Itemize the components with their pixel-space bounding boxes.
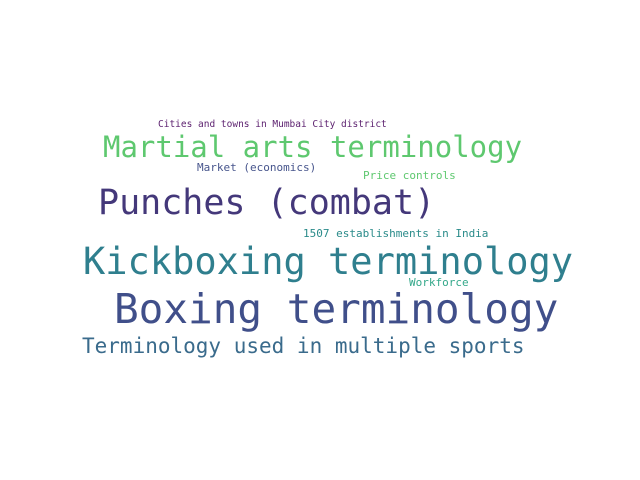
word-kickboxing-terminology: Kickboxing terminology [83, 240, 574, 283]
word-punches-combat: Punches (combat) [98, 183, 436, 223]
word-martial-arts-terminology: Martial arts terminology [103, 130, 523, 164]
word-cities-mumbai: Cities and towns in Mumbai City district [158, 119, 387, 130]
word-market-economics: Market (economics) [197, 161, 317, 174]
word-price-controls: Price controls [363, 169, 456, 182]
word-1507-establishments: 1507 establishments in India [303, 227, 489, 240]
word-workforce: Workforce [409, 276, 469, 289]
word-terminology-multiple-sports: Terminology used in multiple sports [82, 334, 525, 358]
word-boxing-terminology: Boxing terminology [114, 285, 559, 333]
